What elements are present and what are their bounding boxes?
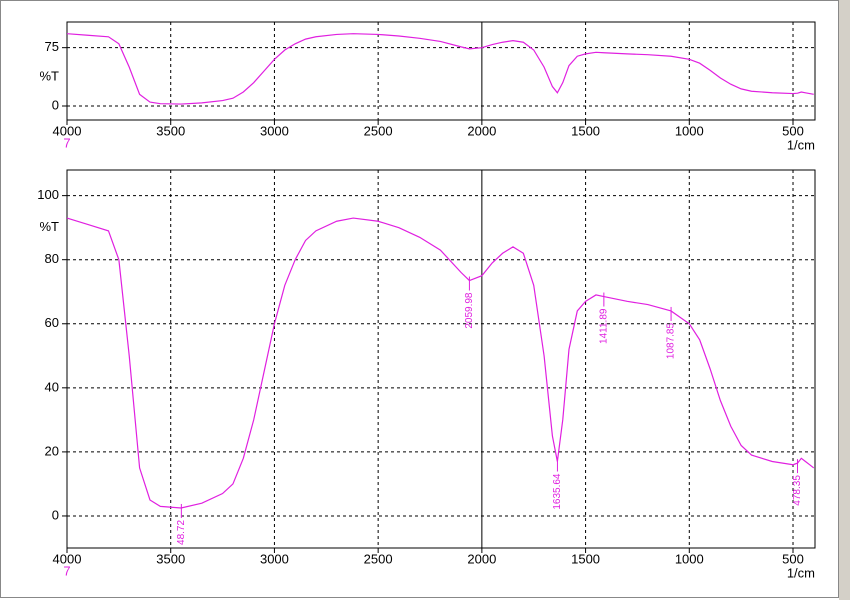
x-tick-label: 2500 [364, 123, 393, 138]
y-axis-label: %T [40, 219, 60, 234]
x-tick-label: 4000 [53, 123, 82, 138]
sample-label: 7 [63, 135, 70, 150]
y-tick-label: 40 [45, 379, 59, 394]
sample-label: 7 [63, 563, 70, 578]
peak-label: 478.35 [792, 475, 803, 506]
x-tick-label: 2000 [467, 551, 496, 566]
peak-label: 1411.89 [598, 308, 609, 344]
spectrum-line [66, 217, 815, 509]
x-tick-label: 4000 [53, 551, 82, 566]
plot-area [66, 21, 816, 121]
x-tick-label: 3000 [260, 123, 289, 138]
y-tick-label: 20 [45, 443, 59, 458]
peak-label: 1087.85 [666, 323, 677, 360]
x-tick-label: 3500 [156, 123, 185, 138]
y-tick-label: 0 [52, 507, 59, 522]
x-tick-label: 1000 [675, 551, 704, 566]
peak-label: 48.72 [176, 520, 187, 545]
x-tick-label: 2000 [467, 123, 496, 138]
x-tick-label: 1500 [571, 551, 600, 566]
y-tick-label: 0 [52, 97, 59, 112]
peak-label: 1635.64 [552, 473, 563, 510]
spectrum-line [66, 33, 814, 105]
x-tick-label: 1500 [571, 123, 600, 138]
x-tick-label: 500 [782, 123, 804, 138]
x-tick-label: 2500 [364, 551, 393, 566]
x-tick-label: 3000 [260, 551, 289, 566]
x-axis-label: 1/cm [787, 565, 815, 580]
y-tick-label: 75 [45, 39, 59, 54]
x-axis-label: 1/cm [787, 137, 815, 152]
peak-label: 2059.98 [464, 292, 475, 329]
y-tick-label: 80 [45, 251, 59, 266]
plot-area [66, 169, 816, 549]
x-tick-label: 500 [782, 551, 804, 566]
y-tick-label: 100 [37, 187, 59, 202]
side-panel [839, 0, 850, 600]
x-tick-label: 1000 [675, 123, 704, 138]
x-tick-label: 3500 [156, 551, 185, 566]
y-tick-label: 60 [45, 315, 59, 330]
y-axis-label: %T [40, 68, 60, 83]
